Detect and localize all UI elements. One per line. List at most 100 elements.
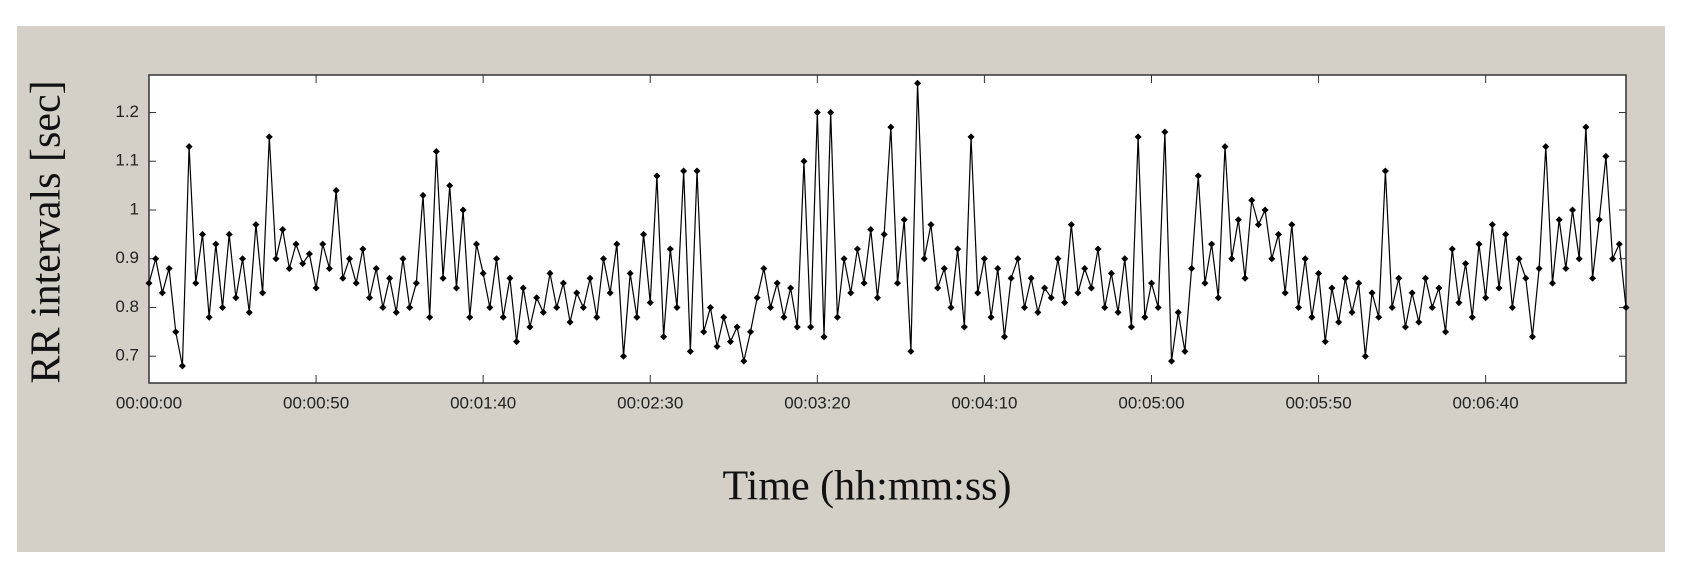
point-marker <box>827 109 835 117</box>
point-marker <box>212 240 220 248</box>
point-marker <box>1422 274 1430 282</box>
point-marker <box>613 240 621 248</box>
point-marker <box>967 133 975 141</box>
point-marker <box>626 269 634 277</box>
point-marker <box>198 230 206 238</box>
point-marker <box>1288 221 1296 229</box>
point-marker <box>787 284 795 292</box>
point-marker <box>646 299 654 307</box>
point-marker <box>1181 347 1189 355</box>
point-marker <box>1087 284 1095 292</box>
x-tick-label: 00:00:00 <box>116 393 182 412</box>
point-marker <box>192 279 200 287</box>
point-marker <box>145 279 153 287</box>
point-marker <box>940 264 948 272</box>
y-tick-label: 0.8 <box>115 297 139 316</box>
point-marker <box>272 255 280 263</box>
point-marker <box>1094 245 1102 253</box>
x-tick-label: 00:04:10 <box>951 393 1017 412</box>
point-marker <box>1582 123 1590 131</box>
point-marker <box>566 318 574 326</box>
point-marker <box>1455 299 1463 307</box>
point-marker <box>1121 255 1129 263</box>
point-marker <box>285 264 293 272</box>
point-marker <box>1555 216 1563 224</box>
point-marker <box>746 328 754 336</box>
point-marker <box>1515 255 1523 263</box>
point-marker <box>793 323 801 331</box>
point-marker <box>1335 318 1343 326</box>
point-marker <box>325 264 333 272</box>
point-marker <box>526 323 534 331</box>
point-marker <box>847 289 855 297</box>
point-marker <box>753 294 761 302</box>
point-marker <box>466 313 474 321</box>
point-marker <box>894 279 902 287</box>
point-marker <box>1589 274 1597 282</box>
point-marker <box>586 274 594 282</box>
point-marker <box>406 303 414 311</box>
point-marker <box>840 255 848 263</box>
point-marker <box>239 255 247 263</box>
point-marker <box>1081 264 1089 272</box>
point-marker <box>807 323 815 331</box>
point-marker <box>305 250 313 258</box>
point-marker <box>1201 279 1209 287</box>
point-marker <box>1261 206 1269 214</box>
point-marker <box>1107 269 1115 277</box>
point-marker <box>960 323 968 331</box>
point-marker <box>680 167 688 175</box>
point-marker <box>165 264 173 272</box>
point-marker <box>1101 303 1109 311</box>
point-marker <box>1061 299 1069 307</box>
point-marker <box>920 255 928 263</box>
point-marker <box>907 347 915 355</box>
point-marker <box>432 148 440 156</box>
point-marker <box>760 264 768 272</box>
point-marker <box>366 294 374 302</box>
point-marker <box>345 255 353 263</box>
x-axis-title: Time (hh:mm:ss) <box>723 464 1012 510</box>
point-marker <box>767 303 775 311</box>
point-marker <box>1041 284 1049 292</box>
point-marker <box>1595 216 1603 224</box>
point-marker <box>1161 128 1169 136</box>
point-marker <box>1388 303 1396 311</box>
point-marker <box>873 294 881 302</box>
point-marker <box>158 289 166 297</box>
point-marker <box>1168 357 1176 365</box>
x-tick-label: 00:06:40 <box>1453 393 1519 412</box>
point-marker <box>299 260 307 268</box>
y-axis-title: RR intervals [sec] <box>24 80 70 383</box>
point-marker <box>232 294 240 302</box>
point-marker <box>686 347 694 355</box>
y-tick-label: 0.7 <box>115 346 139 365</box>
point-marker <box>1575 255 1583 263</box>
point-marker <box>472 240 480 248</box>
point-marker <box>640 230 648 238</box>
point-marker <box>1074 289 1082 297</box>
point-marker <box>359 245 367 253</box>
point-marker <box>947 303 955 311</box>
series-line <box>148 83 1627 367</box>
x-tick-label: 00:01:40 <box>450 393 516 412</box>
point-marker <box>573 289 581 297</box>
point-marker <box>559 279 567 287</box>
plot-area <box>148 74 1627 384</box>
point-marker <box>1562 264 1570 272</box>
point-marker <box>726 338 734 346</box>
point-marker <box>553 303 561 311</box>
point-marker <box>880 230 888 238</box>
point-marker <box>1281 289 1289 297</box>
point-marker <box>1248 196 1256 204</box>
point-marker <box>1000 333 1008 341</box>
point-marker <box>1428 303 1436 311</box>
y-tick-label: 1.2 <box>115 102 139 121</box>
point-marker <box>927 221 935 229</box>
point-marker <box>533 294 541 302</box>
point-marker <box>994 264 1002 272</box>
point-marker <box>1194 172 1202 180</box>
point-marker <box>185 143 193 151</box>
y-tick-label: 1.1 <box>115 151 139 170</box>
point-marker <box>292 240 300 248</box>
